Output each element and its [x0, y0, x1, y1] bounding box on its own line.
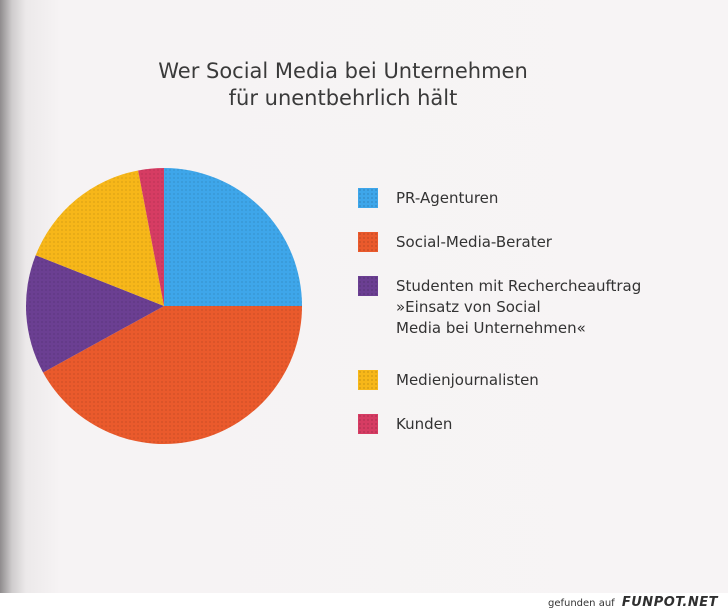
legend-item-3: Studenten mit Rechercheauftrag »Einsatz … [358, 276, 666, 339]
chart-title-line-2: für unentbehrlich hält [228, 86, 458, 110]
legend-swatch-5 [358, 414, 378, 434]
legend-label-1: PR-Agenturen [396, 189, 499, 207]
legend-item-2: Social-Media-Berater [358, 232, 666, 253]
footer-prefix: gefunden auf [547, 598, 615, 609]
pie-slice-texture-4 [35, 170, 164, 306]
pie-slice-texture-5 [138, 168, 164, 306]
page: Wer Social Media bei Unternehmen für une… [0, 0, 728, 593]
legend-swatch-1 [358, 188, 378, 208]
legend-item-5: Kunden [358, 414, 666, 435]
chart-title: Wer Social Media bei Unternehmen für une… [118, 58, 568, 112]
legend-label-2: Social-Media-Berater [396, 233, 552, 251]
legend-label-4: Medienjournalisten [396, 371, 539, 389]
footer: gefunden auf FUNPOT.NET [0, 593, 728, 611]
footer-text: gefunden auf FUNPOT.NET [548, 595, 718, 610]
legend-swatch-4 [358, 370, 378, 390]
legend-item-4: Medienjournalisten [358, 370, 666, 391]
legend-item-1: PR-Agenturen [358, 188, 666, 209]
legend-swatch-3 [358, 276, 378, 296]
chart-title-line-1: Wer Social Media bei Unternehmen [158, 59, 528, 83]
pie-chart [26, 168, 302, 444]
legend-swatch-2 [358, 232, 378, 252]
legend-label-5: Kunden [396, 415, 453, 433]
pie-slice-texture-1 [164, 168, 302, 306]
pie-slice-texture-3 [26, 255, 165, 373]
legend-label-3: Studenten mit Rechercheauftrag »Einsatz … [396, 277, 642, 337]
pie-slice-texture-2 [43, 306, 302, 444]
footer-brand-logo: FUNPOT.NET [621, 595, 718, 610]
